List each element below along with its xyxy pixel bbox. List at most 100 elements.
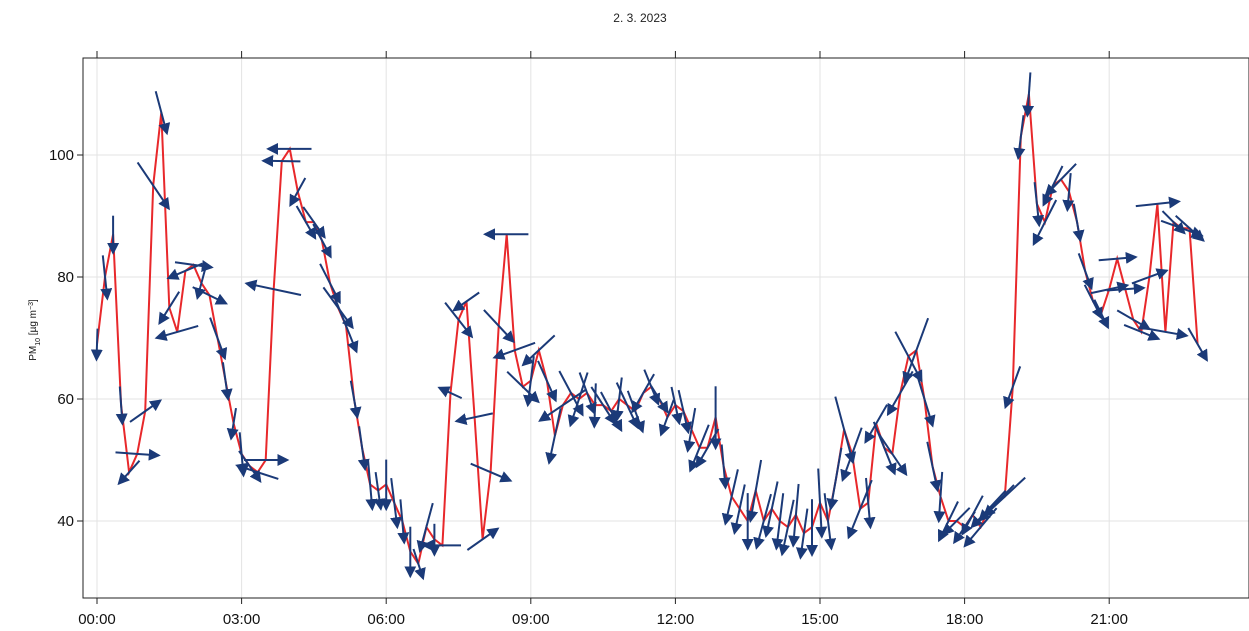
wind-arrow — [1090, 281, 1130, 295]
y-tick-label: 40 — [57, 513, 74, 530]
wind-arrow — [1022, 72, 1035, 118]
wind-arrow — [261, 154, 301, 167]
wind-arrow — [982, 476, 1026, 517]
plot-frame — [82, 57, 1249, 599]
wind-arrow — [437, 386, 463, 400]
wind-arrow — [721, 469, 739, 526]
wind-arrow — [1077, 253, 1094, 291]
wind-arrow — [1093, 299, 1109, 330]
wind-arrow — [226, 407, 239, 441]
wind-arrow — [129, 399, 163, 423]
wind-arrow — [521, 334, 556, 367]
x-tick-label: 18:00 — [946, 611, 984, 628]
x-tick-label: 03:00 — [223, 611, 261, 628]
wind-arrow — [1135, 196, 1181, 209]
wind-arrow — [611, 377, 624, 423]
wind-arrow — [823, 493, 837, 551]
wind-arrow — [470, 462, 513, 483]
wind-arrow — [319, 263, 341, 305]
wind-arrow — [373, 471, 386, 511]
wind-arrow — [357, 426, 370, 472]
wind-arrow — [771, 493, 785, 551]
wind-arrow — [416, 502, 434, 554]
wind-arrow — [730, 484, 746, 536]
plot-area — [90, 72, 1208, 581]
wind-arrow — [1106, 282, 1146, 295]
wind-arrow — [466, 527, 500, 551]
wind-arrow — [567, 372, 589, 428]
wind-arrow — [492, 341, 536, 360]
wind-arrow — [840, 427, 863, 482]
wind-arrow — [1032, 199, 1058, 246]
wind-arrow — [1131, 268, 1169, 285]
wind-arrow — [863, 477, 876, 530]
wind-arrow — [658, 399, 675, 437]
wind-arrow — [154, 91, 171, 136]
wind-arrow — [1116, 309, 1152, 331]
wind-arrow — [886, 370, 914, 417]
wind-arrow — [349, 380, 362, 420]
wind-arrow — [631, 373, 655, 414]
wind-arrows — [90, 72, 1208, 581]
wind-arrow — [390, 477, 403, 530]
y-axis-label: PM10 [µg m−3] — [28, 299, 42, 361]
wind-arrow — [444, 301, 474, 339]
wind-arrow — [1143, 327, 1189, 340]
wind-arrow — [117, 460, 141, 486]
wind-arrow — [174, 260, 214, 272]
x-tick-label: 15:00 — [801, 611, 839, 628]
wind-arrow — [1175, 215, 1205, 242]
wind-arrow — [915, 372, 936, 428]
wind-arrow — [115, 386, 128, 426]
wind-arrow — [926, 441, 942, 493]
wind-arrow — [302, 206, 326, 239]
wind-arrow — [545, 408, 562, 465]
wind-arrow — [452, 291, 480, 312]
wind-arrow — [864, 404, 888, 444]
wind-arrow — [615, 382, 639, 430]
wind-arrow — [1098, 251, 1138, 264]
chart-title: 2. 3. 2023 — [613, 11, 667, 25]
wind-arrow — [115, 448, 161, 461]
pm10-line — [96, 93, 1199, 567]
wind-arrow — [454, 412, 494, 425]
wind-arrow — [1013, 115, 1026, 161]
wind-arrow — [100, 255, 113, 301]
wind-arrow — [788, 483, 801, 548]
wind-arrow — [238, 450, 262, 483]
wind-arrow — [397, 499, 410, 545]
wind-arrow — [1123, 323, 1161, 341]
wind-arrow — [158, 291, 181, 325]
wind-arrow — [194, 267, 207, 301]
wind-arrow — [90, 328, 103, 362]
x-tick-label: 06:00 — [367, 611, 405, 628]
wind-arrow — [312, 223, 332, 259]
wind-arrow — [688, 424, 710, 473]
wind-arrow — [588, 383, 601, 429]
wind-arrow — [1161, 210, 1186, 235]
wind-arrow — [289, 177, 307, 207]
wind-arrow — [334, 299, 359, 354]
x-tick-label: 09:00 — [512, 611, 550, 628]
wind-arrow — [933, 471, 946, 524]
wind-arrow — [1042, 165, 1064, 207]
wind-arrow — [902, 317, 930, 385]
wind-arrow — [826, 447, 843, 511]
x-tick-label: 12:00 — [657, 611, 695, 628]
wind-arrow — [677, 389, 692, 435]
wind-arrow — [650, 385, 669, 414]
y-axis: 40 60 80 100 — [49, 147, 83, 530]
wind-arrow — [1187, 327, 1208, 362]
wind-arrow — [670, 386, 684, 426]
wind-arrow — [1003, 366, 1022, 410]
wind-arrow — [235, 462, 279, 480]
wind-arrow — [753, 493, 772, 550]
wind-arrow — [718, 444, 731, 490]
wind-arrow — [558, 370, 584, 417]
wind-arrow — [244, 279, 302, 296]
wind-arrow — [220, 362, 233, 402]
wind-arrow — [795, 508, 809, 560]
wind-arrow — [961, 495, 984, 536]
wind-arrow — [136, 161, 170, 211]
